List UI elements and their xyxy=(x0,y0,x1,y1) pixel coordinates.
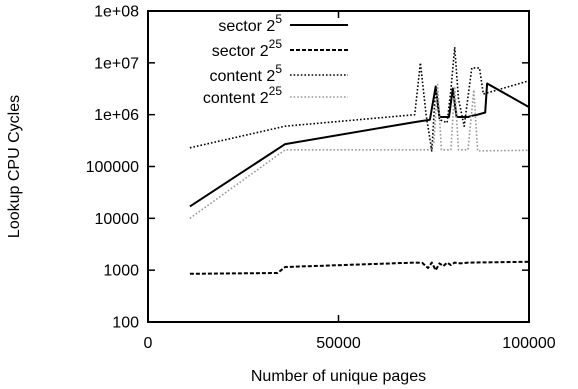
y-tick-label: 100000 xyxy=(86,159,139,176)
series-line-4 xyxy=(189,83,530,219)
x-tick-label: 100000 xyxy=(502,335,555,352)
y-tick-label: 100 xyxy=(112,315,139,332)
y-tick-label: 1e+07 xyxy=(94,55,139,72)
legend-label: sector 225 xyxy=(212,37,283,60)
plot-area-frame xyxy=(147,10,530,323)
y-tick-label: 1000 xyxy=(103,263,139,280)
series-line-3 xyxy=(189,46,530,152)
series-layer xyxy=(189,46,530,275)
series-line-2 xyxy=(189,260,530,275)
series-line-1 xyxy=(189,82,530,208)
legend-label: content 25 xyxy=(209,62,282,85)
legend-label: content 225 xyxy=(203,84,283,107)
x-tick-label: 50000 xyxy=(316,335,361,352)
axis-ticks: 0 50000 100000 100 1000 10000 100000 1e+06 1e+07… xyxy=(86,4,556,353)
x-axis-label: Number of unique pages xyxy=(251,368,426,385)
x-tick-label: 0 xyxy=(144,335,153,352)
y-axis-label: Lookup CPU Cycles xyxy=(6,95,23,238)
y-tick-label: 10000 xyxy=(95,211,140,228)
y-tick-label: 1e+08 xyxy=(94,4,139,21)
legend-label: sector 25 xyxy=(218,12,282,35)
y-tick-label: 1e+06 xyxy=(94,107,139,124)
